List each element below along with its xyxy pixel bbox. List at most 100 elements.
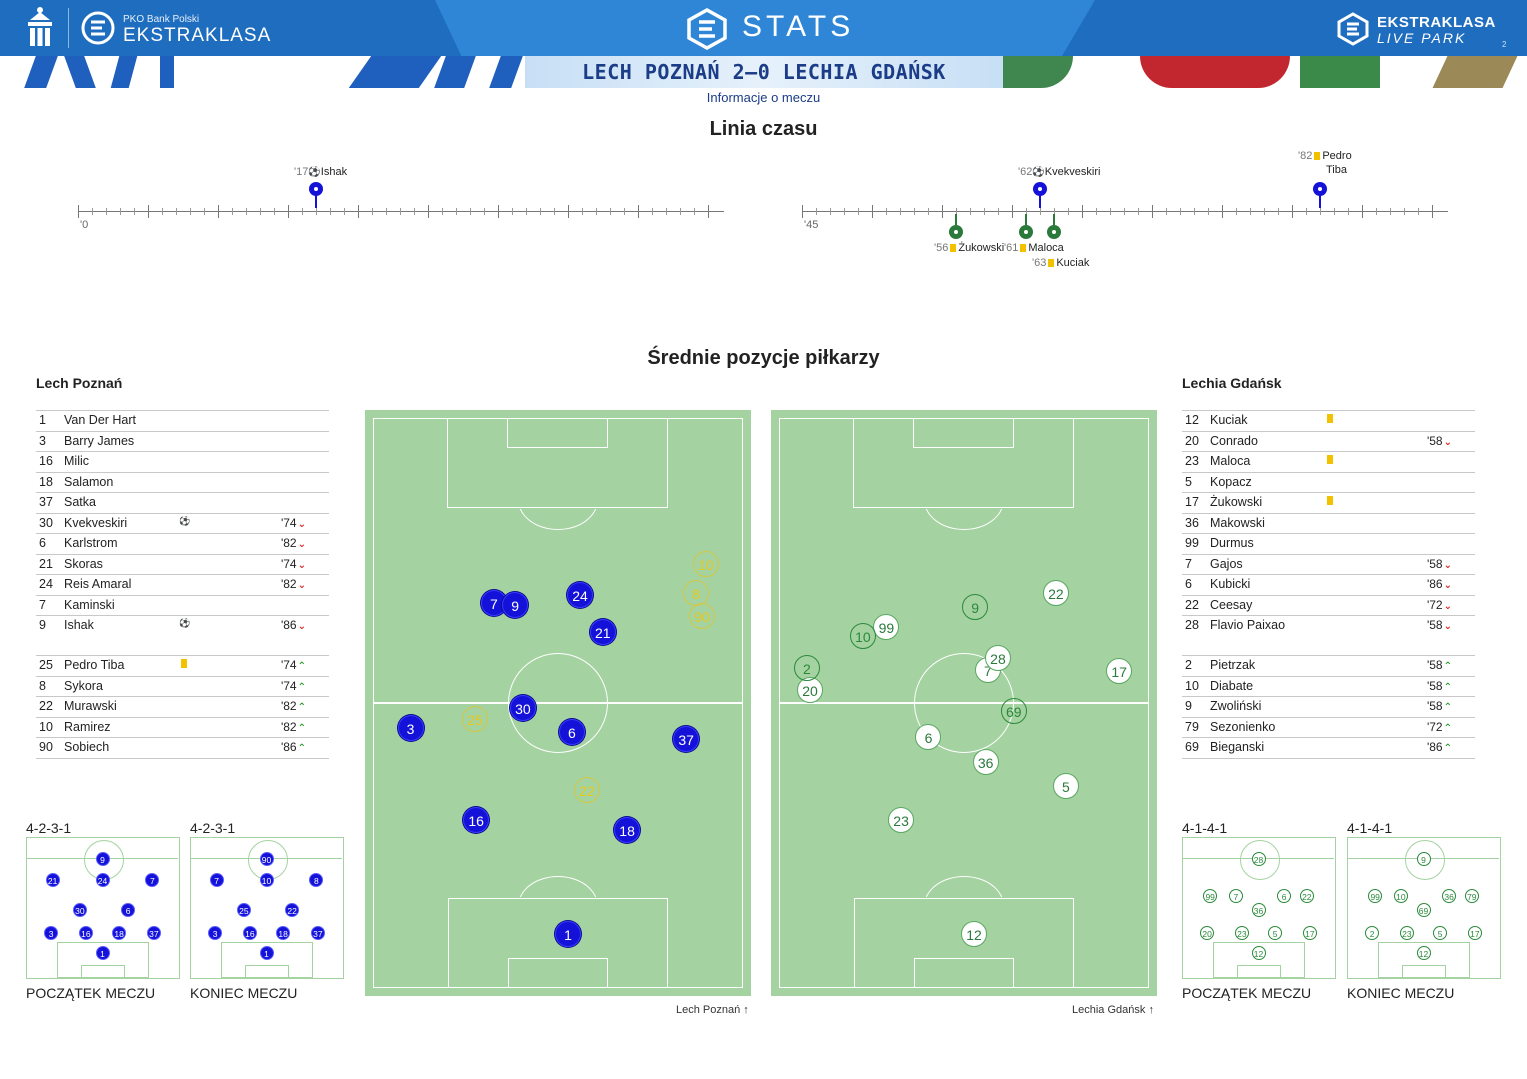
timeline-axis-label: '45 — [804, 219, 819, 231]
timeline-minor-tick — [456, 208, 457, 215]
formation-player-marker: 17 — [1302, 925, 1317, 940]
player-marker: 23 — [888, 807, 915, 834]
sub-in-arrow-icon: ⌃ — [297, 702, 306, 713]
timeline-tick — [78, 205, 79, 218]
sub-in-arrow-icon: ⌃ — [1443, 681, 1452, 693]
page-number: 2 — [1502, 40, 1507, 49]
substitution-minute: '86⌃ — [1427, 738, 1452, 759]
timeline-minor-tick — [928, 208, 929, 215]
mini-center-circle — [1405, 840, 1445, 880]
away-team-name: Lechia Gdańsk — [1182, 375, 1282, 391]
formation-player-marker: 8 — [309, 872, 324, 887]
header-divider — [68, 8, 69, 48]
timeline-minor-tick — [246, 208, 247, 215]
substitution-minute: '74⌃ — [281, 677, 306, 698]
timeline-minor-tick — [984, 208, 985, 215]
yellow-card-icon — [1327, 414, 1333, 423]
player-marker: 6 — [915, 723, 942, 750]
sub-in-arrow-icon: ⌃ — [1443, 661, 1452, 672]
roster-gap — [1182, 636, 1475, 656]
formation-player-marker: 10 — [1393, 889, 1408, 904]
player-name: Kaminski — [64, 597, 115, 612]
formation-player-marker: 79 — [1464, 889, 1479, 904]
timeline-axis — [78, 211, 724, 212]
sub-out-arrow-icon: ⌄ — [1443, 436, 1452, 448]
player-name: Durmus — [1210, 536, 1254, 550]
timeline-minor-tick — [414, 208, 415, 215]
timeline-minor-tick — [344, 208, 345, 215]
timeline-tick — [1152, 205, 1153, 218]
substitution-minute: '72⌃ — [1427, 718, 1452, 739]
timeline-minor-tick — [526, 208, 527, 215]
roster-row: 79 Sezonienko '72⌃ — [1182, 716, 1475, 739]
timeline-minor-tick — [1166, 208, 1167, 215]
mini-goal-area — [81, 965, 125, 978]
sub-out-arrow-icon: ⌄ — [297, 518, 306, 530]
timeline-tick — [568, 205, 569, 218]
formation-player-marker: 12 — [1416, 946, 1431, 961]
timeline-minor-tick — [652, 208, 653, 215]
timeline-minor-tick — [666, 208, 667, 215]
formation-player-marker: 3 — [44, 925, 59, 940]
substitution-minute: '58⌄ — [1427, 555, 1452, 576]
goal-icon: ⚽ — [1032, 167, 1045, 178]
timeline-tick — [708, 205, 709, 218]
timeline-minor-tick — [830, 208, 831, 215]
timeline-tick — [1362, 205, 1363, 218]
player-number: 18 — [39, 474, 53, 489]
yellow-card-icon — [181, 659, 187, 668]
timeline-minor-tick — [914, 208, 915, 215]
event-marker-icon — [1047, 225, 1061, 239]
roster-row: 24 Reis Amaral '82⌄ — [36, 574, 329, 595]
event-marker-icon — [1313, 182, 1327, 196]
positions-title: Średnie pozycje piłkarzy — [647, 347, 880, 369]
roster-row: 6 Kubicki '86⌄ — [1182, 574, 1475, 595]
formation-player-marker: 23 — [1234, 925, 1249, 940]
player-marker: 24 — [567, 582, 593, 609]
player-name: Kubicki — [1210, 577, 1251, 591]
event-stem — [955, 214, 957, 228]
substitution-minute: '58⌄ — [1427, 432, 1452, 453]
substitution-minute: '74⌄ — [281, 514, 306, 535]
timeline-tick — [358, 205, 359, 218]
timeline-tick — [1222, 205, 1223, 218]
player-name: Conrado — [1210, 433, 1258, 448]
yellow-card-icon — [1048, 259, 1055, 267]
player-marker: 9 — [962, 593, 989, 620]
substitution-minute: '82⌄ — [281, 534, 306, 555]
formation-player-marker: 16 — [78, 925, 93, 940]
timeline-minor-tick — [442, 208, 443, 215]
roster-row: 9 Zwoliński '58⌃ — [1182, 696, 1475, 717]
timeline-minor-tick — [92, 208, 93, 215]
timeline-minor-tick — [1054, 208, 1055, 215]
player-marker: 5 — [1052, 772, 1079, 799]
roster-row: 8 Sykora '74⌃ — [36, 675, 329, 698]
arrow-up-icon: ↑ — [743, 1004, 749, 1016]
timeline-tick — [1012, 205, 1013, 218]
timeline-event-line2: Tiba — [1326, 164, 1347, 176]
timeline-event: '56 Żukowski — [934, 242, 1005, 254]
sub-out-arrow-icon: ⌄ — [297, 559, 306, 571]
timeline-minor-tick — [540, 208, 541, 215]
timeline-minor-tick — [1320, 208, 1321, 215]
player-marker: 99 — [873, 613, 900, 640]
roster-row: 25 Pedro Tiba '74⌃ — [36, 655, 329, 676]
yellow-card-icon — [950, 244, 957, 252]
timeline-minor-tick — [1138, 208, 1139, 215]
substitution-minute: '86⌄ — [1427, 575, 1452, 596]
home-roster: 1 Van Der Hart 3 Barry James 16 Milic 18 Salamo… — [36, 410, 329, 759]
sub-in-arrow-icon: ⌃ — [297, 722, 306, 734]
formation-player-marker: 9 — [95, 851, 110, 866]
event-stem — [1025, 214, 1027, 228]
formation-player-marker: 5 — [1433, 925, 1448, 940]
timeline-axis — [802, 211, 1448, 212]
away-caption-start: POCZĄTEK MECZU — [1182, 985, 1312, 1001]
formation-player-marker: 7 — [145, 872, 160, 887]
substitution-minute: '86⌄ — [281, 616, 306, 637]
player-number: 90 — [39, 740, 53, 754]
player-number: 3 — [39, 433, 46, 448]
player-marker: 8 — [683, 579, 710, 606]
formation-player-marker: 22 — [1299, 889, 1314, 904]
timeline-minor-tick — [330, 208, 331, 215]
sub-in-arrow-icon: ⌃ — [297, 681, 306, 693]
